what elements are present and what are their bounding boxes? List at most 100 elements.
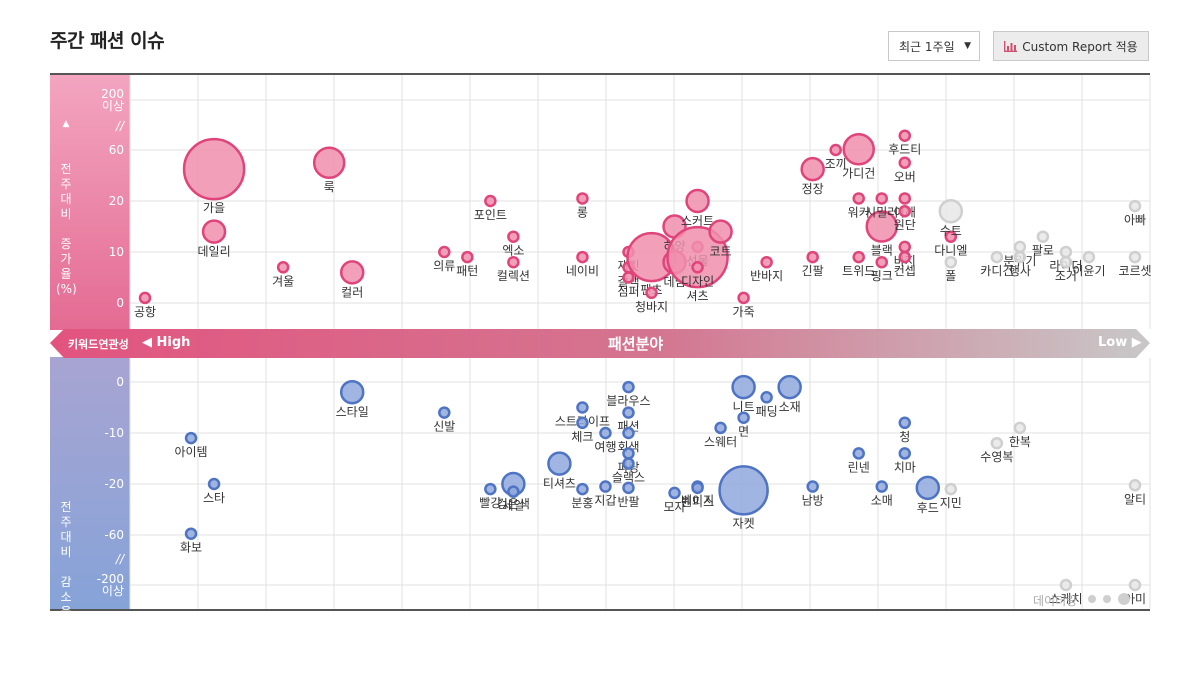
decrease-bubble-label: 지민 — [940, 496, 962, 510]
increase-bubble-label: 블랙 — [871, 244, 893, 258]
decrease-bubble — [547, 451, 572, 476]
increase-bubble — [898, 250, 912, 264]
period-select[interactable]: 최근 1주일 ▼ — [888, 31, 980, 61]
increase-bubble — [339, 260, 365, 285]
decrease-bubble — [731, 374, 756, 400]
decrease-bubble — [207, 477, 221, 491]
y-axis-label-increase: ▲ 전 주 대 비 증 가 율 (%) — [56, 87, 77, 312]
y-axis-label-increase-text: 전 주 대 비 증 가 율 (%) — [56, 162, 77, 296]
increase-bubble — [875, 192, 888, 205]
decrease-bubble — [737, 411, 750, 424]
decrease-bubble-label: 니트 — [733, 400, 755, 414]
decrease-bubble-label: 티셔츠 — [543, 477, 576, 491]
decrease-bubble — [691, 481, 704, 495]
decrease-bubble — [852, 447, 865, 460]
increase-bubble-label: 롱 — [577, 205, 588, 219]
decrease-bubble — [760, 391, 773, 404]
decrease-bubble — [576, 416, 589, 430]
increase-bubble-label: 행사 — [1009, 263, 1031, 278]
y-tick-label: -200 이상 — [96, 572, 124, 598]
decrease-bubble — [898, 447, 912, 460]
increase-bubble-label: 팔로 — [1032, 244, 1054, 258]
legend-size-dot — [1103, 595, 1111, 603]
decrease-bubble-label: 한복 — [1009, 435, 1031, 449]
increase-bubble-label: 반바지 — [750, 269, 783, 283]
decrease-bubble — [622, 406, 635, 419]
decrease-bubble-label: 체크 — [571, 430, 593, 444]
decrease-bubble — [576, 482, 589, 496]
increase-bubble — [1013, 250, 1027, 264]
decrease-bubble — [1128, 578, 1142, 592]
chevron-down-icon: ▼ — [964, 41, 971, 51]
band-low-text: Low — [1098, 335, 1128, 350]
increase-bubble — [829, 143, 842, 157]
increase-bubble-label: 시밀러 — [865, 205, 898, 219]
band-center-label: 패션분야 — [608, 335, 664, 353]
decrease-bubble-label: 반팔 — [617, 495, 639, 509]
decrease-bubble-label: 여행 — [594, 439, 616, 454]
legend-size-dot — [1118, 593, 1130, 605]
increase-bubble-label: 가을 — [203, 201, 225, 215]
band-high-text: High — [156, 335, 191, 350]
decrease-bubble-label: 블라우스 — [606, 394, 650, 408]
down-arrow-icon: ▼ — [62, 667, 70, 677]
relevance-band — [50, 329, 1150, 358]
y-tick-label: 200 이상 — [101, 87, 124, 113]
decrease-bubble — [806, 480, 819, 493]
increase-bubble — [576, 250, 589, 264]
axis-break-icon: // — [115, 119, 124, 133]
increase-bubble-label: 룩 — [324, 180, 335, 194]
increase-bubble-label: 수트 — [940, 224, 962, 238]
increase-bubble — [806, 250, 819, 264]
decrease-bubble — [339, 379, 365, 405]
decrease-bubble-label: 자켓 — [733, 516, 755, 530]
decrease-bubble-label: 아이템 — [174, 445, 207, 459]
decrease-bubble-label: 소매 — [871, 494, 893, 508]
increase-bubble-label: 핑크 — [871, 269, 893, 283]
increase-bubble — [507, 230, 520, 243]
decrease-bubble — [714, 421, 727, 435]
increase-bubble — [1128, 199, 1142, 213]
increase-bubble — [576, 192, 589, 205]
decrease-bubble — [898, 416, 912, 430]
decrease-bubble — [622, 426, 635, 440]
decrease-bubble-label: 화보 — [180, 541, 202, 555]
increase-bubble-label: 컨셉 — [894, 264, 916, 278]
decrease-bubble — [599, 426, 612, 440]
increase-bubble-label: 겨울 — [272, 274, 294, 288]
increase-bubble — [1036, 230, 1050, 243]
decrease-bubble-label: 스타일 — [336, 405, 369, 419]
decrease-bubble — [622, 457, 635, 470]
increase-bubble — [438, 245, 451, 259]
decrease-bubble — [438, 406, 451, 419]
increase-bubble — [276, 261, 290, 274]
decrease-bubble-label: 검은색 — [497, 497, 530, 511]
decrease-bubble — [1059, 578, 1073, 592]
increase-bubble — [842, 133, 875, 166]
decrease-bubble — [777, 374, 802, 400]
decrease-bubble-label: 모자 — [663, 500, 685, 514]
decrease-bubble-label: 청 — [899, 430, 910, 444]
increase-bubble-label: 공항 — [134, 305, 156, 319]
decrease-bubble-label: 치마 — [894, 460, 916, 474]
decrease-bubble-label: 지갑 — [594, 494, 616, 508]
increase-bubble-label: 셔츠 — [687, 289, 709, 303]
increase-bubble-label: 포인트 — [474, 208, 507, 222]
keyword-relevance-label: 키워드연관성 — [68, 338, 129, 351]
decrease-bubble — [599, 480, 612, 493]
decrease-bubble-label: 면 — [738, 425, 749, 439]
decrease-bubble — [184, 431, 198, 445]
decrease-bubble — [668, 486, 681, 500]
increase-bubble — [990, 250, 1004, 264]
increase-bubble — [898, 156, 912, 169]
decrease-bubble — [1013, 421, 1027, 435]
increase-bubble-label: 원단 — [894, 218, 916, 232]
increase-bubble — [685, 188, 710, 214]
decrease-bubble-label: 스케치 — [1049, 592, 1082, 606]
increase-bubble-label: 조끼 — [825, 157, 847, 171]
custom-report-button[interactable]: Custom Report 적용 — [993, 31, 1149, 61]
y-axis-label-decrease-text: 전 주 대 비 감 소 율 (%) — [56, 500, 77, 634]
decrease-bubble-label: 스타 — [203, 491, 225, 505]
legend-size-dot — [1088, 595, 1096, 603]
increase-bubble — [1128, 250, 1142, 264]
